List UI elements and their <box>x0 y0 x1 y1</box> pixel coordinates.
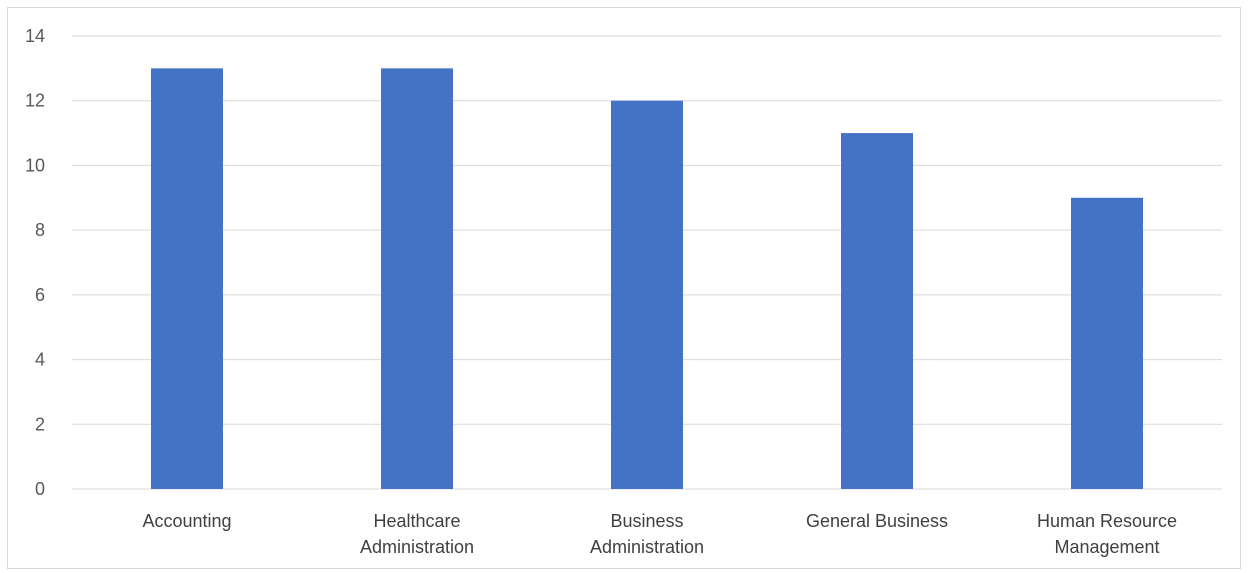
x-category-label-line: General Business <box>806 511 948 531</box>
x-category-label-line: Healthcare <box>373 511 460 531</box>
bar <box>151 68 223 489</box>
y-tick-label: 12 <box>25 91 45 111</box>
x-category-label: General Business <box>806 511 948 531</box>
bars <box>151 68 1143 490</box>
x-category-label: Accounting <box>142 511 231 531</box>
x-category-label: Human Resource Management <box>1037 511 1177 557</box>
y-tick-label: 0 <box>35 479 45 499</box>
bar <box>611 100 683 489</box>
bar <box>1071 197 1143 490</box>
x-axis-categories: Accounting Healthcare AdministrationBusine… <box>142 511 1177 557</box>
y-axis-ticks: 0 2 4 6 8 10 12 14 <box>25 26 45 499</box>
x-category-label-line: Management <box>1054 537 1159 557</box>
x-category-label-line: Administration <box>360 537 474 557</box>
y-tick-label: 6 <box>35 285 45 305</box>
y-tick-label: 8 <box>35 220 45 240</box>
x-category-label-line: Business <box>610 511 683 531</box>
bar <box>381 68 453 489</box>
y-tick-label: 14 <box>25 26 45 46</box>
x-category-label: Business Administration <box>590 511 704 557</box>
x-category-label: Healthcare Administration <box>360 511 474 557</box>
y-tick-label: 2 <box>35 414 45 434</box>
x-category-label-line: Human Resource <box>1037 511 1177 531</box>
y-tick-label: 4 <box>35 350 45 370</box>
y-tick-label: 10 <box>25 155 45 175</box>
bar <box>841 133 913 490</box>
x-category-label-line: Administration <box>590 537 704 557</box>
x-category-label-line: Accounting <box>142 511 231 531</box>
